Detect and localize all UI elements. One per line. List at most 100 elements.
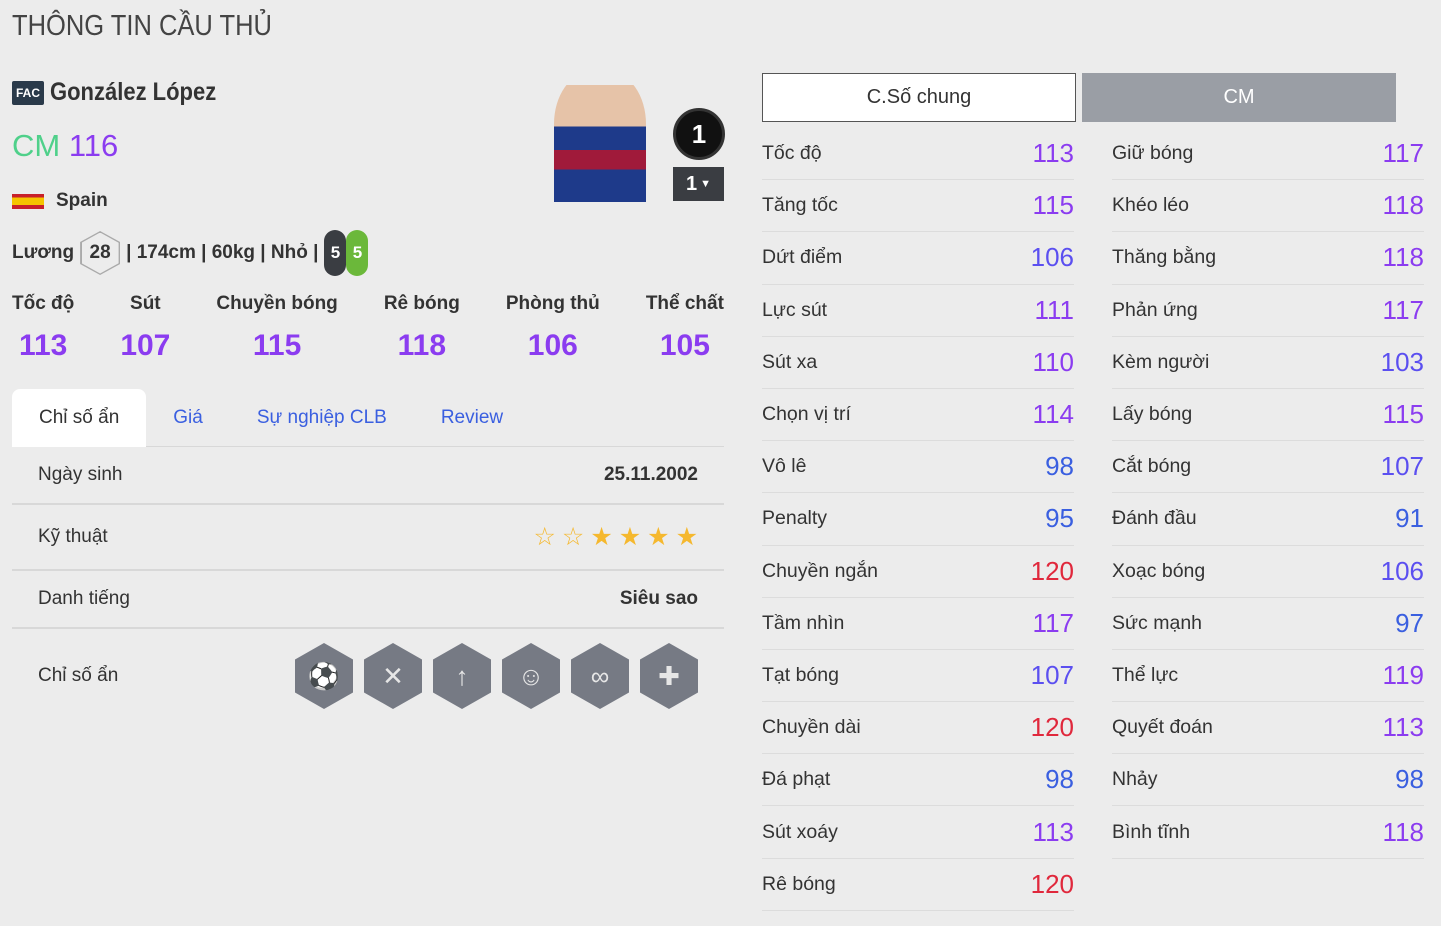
stat-value: 98 — [1045, 764, 1074, 795]
tab-hidden-stats[interactable]: Chỉ số ẩn — [12, 388, 147, 447]
stat-row: Chọn vị trí 114 — [762, 389, 1074, 442]
stat-label: Kèm người — [1112, 350, 1210, 373]
player-name: González López — [50, 78, 217, 106]
stat-row: Đá phạt 98 — [762, 754, 1074, 807]
position-rating: CM 116 — [12, 128, 118, 164]
star-empty-icon: ☆ — [533, 523, 556, 551]
rep-label: Danh tiếng — [38, 588, 130, 609]
stats-left-column: Tốc độ 113 Tăng tốc 115 Dứt điểm 106 Lực sút 11… — [762, 128, 1074, 911]
stat-row: Sút xoáy 113 — [762, 806, 1074, 859]
stat-value: 113 — [1382, 712, 1424, 743]
tab-general-stats[interactable]: C.Số chung — [762, 73, 1076, 122]
nation: Spain — [12, 190, 108, 212]
stat-value: 120 — [1030, 868, 1074, 899]
stat-label: Xoạc bóng — [1112, 559, 1206, 582]
summary-value: 113 — [18, 329, 68, 362]
stat-tabs: C.Số chung CM — [762, 73, 1396, 122]
birth-value: 25.11.2002 — [603, 464, 698, 485]
stat-row: Giữ bóng 117 — [1112, 128, 1424, 181]
stat-row: Bình tĩnh 118 — [1112, 806, 1424, 859]
stat-row: Chuyền ngắn 120 — [762, 546, 1074, 598]
birth-label: Ngày sinh — [38, 464, 123, 485]
stat-label: Penalty — [762, 507, 828, 530]
stat-label: Cắt bóng — [1112, 455, 1192, 478]
summary-value: 107 — [120, 329, 171, 362]
playmaker-icon[interactable]: ☺ — [502, 643, 560, 709]
summary-stat: Rê bóng 118 — [384, 293, 460, 363]
stat-label: Khéo léo — [1112, 194, 1189, 217]
level-select[interactable]: 1 ▼ — [673, 167, 724, 201]
star-filled-icon: ★ — [675, 523, 698, 551]
stat-label: Tầm nhìn — [762, 611, 845, 634]
stat-value: 120 — [1030, 555, 1074, 586]
overall: 116 — [68, 128, 119, 163]
rep-value: Siêu sao — [619, 588, 698, 609]
stat-value: 117 — [1382, 138, 1424, 169]
flair-pass-icon[interactable]: ✕ — [364, 643, 422, 709]
traits-label: Chỉ số ẩn — [38, 665, 119, 686]
stat-value: 95 — [1045, 503, 1074, 534]
traits-row: Chỉ số ẩn ⚽ ✕ ↑ ☺ ∞ ✚ — [12, 629, 724, 723]
stat-row: Phản ứng 117 — [1112, 285, 1424, 337]
stat-value: 114 — [1032, 399, 1074, 430]
caret-down-icon: ▼ — [700, 178, 711, 190]
stat-row: Chuyền dài 120 — [762, 702, 1074, 755]
body-info: | 174cm | 60kg | Nhỏ | — [126, 242, 319, 263]
summary-value: 118 — [397, 329, 447, 362]
tab-position-stats[interactable]: CM — [1082, 73, 1396, 122]
stat-row: Khéo léo 118 — [1112, 180, 1424, 233]
summary-value: 105 — [659, 329, 710, 362]
stat-value: 98 — [1045, 451, 1074, 482]
chip-shot-icon[interactable]: ✚ — [640, 643, 698, 709]
stat-value: 98 — [1395, 764, 1424, 795]
stat-row: Tăng tốc 115 — [762, 180, 1074, 233]
stat-row: Quyết đoán 113 — [1112, 702, 1424, 755]
long-shot-icon[interactable]: ⚽ — [295, 643, 353, 709]
page-title: THÔNG TIN CẦU THỦ — [12, 10, 272, 42]
player-info: Lương 28 | 174cm | 60kg | Nhỏ | 5 5 — [12, 230, 369, 276]
stat-value: 111 — [1034, 294, 1074, 325]
stat-row: Tạt bóng 107 — [762, 650, 1074, 703]
stat-row: Sút xa 110 — [762, 337, 1074, 389]
stat-label: Đá phạt — [762, 768, 831, 791]
stat-value: 113 — [1032, 816, 1074, 847]
stat-row: Thăng bằng 118 — [1112, 232, 1424, 285]
summary-label: Rê bóng — [383, 293, 460, 314]
stat-label: Thăng bằng — [1112, 246, 1217, 269]
dribbler-icon[interactable]: ∞ — [571, 643, 629, 709]
stat-label: Nhảy — [1112, 768, 1158, 791]
stat-label: Sức mạnh — [1112, 611, 1203, 634]
summary-label: Tốc độ — [12, 293, 75, 314]
stat-label: Giữ bóng — [1112, 142, 1194, 165]
salary: 28 — [89, 242, 111, 263]
stat-row: Vô lê 98 — [762, 441, 1074, 494]
spain-flag-icon — [12, 193, 44, 209]
season-badge-icon: FAC — [12, 80, 44, 105]
stat-label: Dứt điểm — [762, 246, 843, 269]
stat-label: Lực sút — [762, 298, 828, 321]
tab-price[interactable]: Giá — [173, 406, 203, 428]
stat-label: Thể lực — [1112, 663, 1179, 686]
star-filled-icon: ★ — [618, 523, 642, 551]
stat-value: 106 — [1380, 555, 1424, 586]
traits-list: ⚽ ✕ ↑ ☺ ∞ ✚ — [284, 643, 698, 709]
stat-row: Kèm người 103 — [1112, 337, 1424, 389]
stat-value: 97 — [1395, 607, 1424, 638]
salary-label: Lương — [12, 242, 75, 263]
stat-label: Vô lê — [762, 455, 807, 478]
stats-right-column: Giữ bóng 117 Khéo léo 118 Thăng bằng 118 Phản … — [1112, 128, 1424, 859]
stat-label: Bình tĩnh — [1112, 820, 1191, 843]
stat-row: Tốc độ 113 — [762, 128, 1074, 181]
summary-stats: Tốc độ 113 Sút 107 Chuyền bóng 115 Rê bóng 118 P… — [12, 293, 724, 363]
stat-value: 118 — [1382, 816, 1424, 847]
left-foot-icon: 5 — [324, 230, 347, 276]
summary-stat: Thể chất 105 — [646, 293, 724, 363]
tab-review[interactable]: Review — [440, 406, 504, 428]
stat-row: Sức mạnh 97 — [1112, 598, 1424, 650]
stat-value: 117 — [1032, 607, 1074, 638]
skill-label: Kỹ thuật — [38, 526, 108, 547]
tab-club-career[interactable]: Sự nghiệp CLB — [256, 406, 387, 428]
power-header-icon[interactable]: ↑ — [433, 643, 491, 709]
summary-stat: Chuyền bóng 115 — [216, 293, 337, 363]
summary-value: 106 — [527, 329, 578, 362]
